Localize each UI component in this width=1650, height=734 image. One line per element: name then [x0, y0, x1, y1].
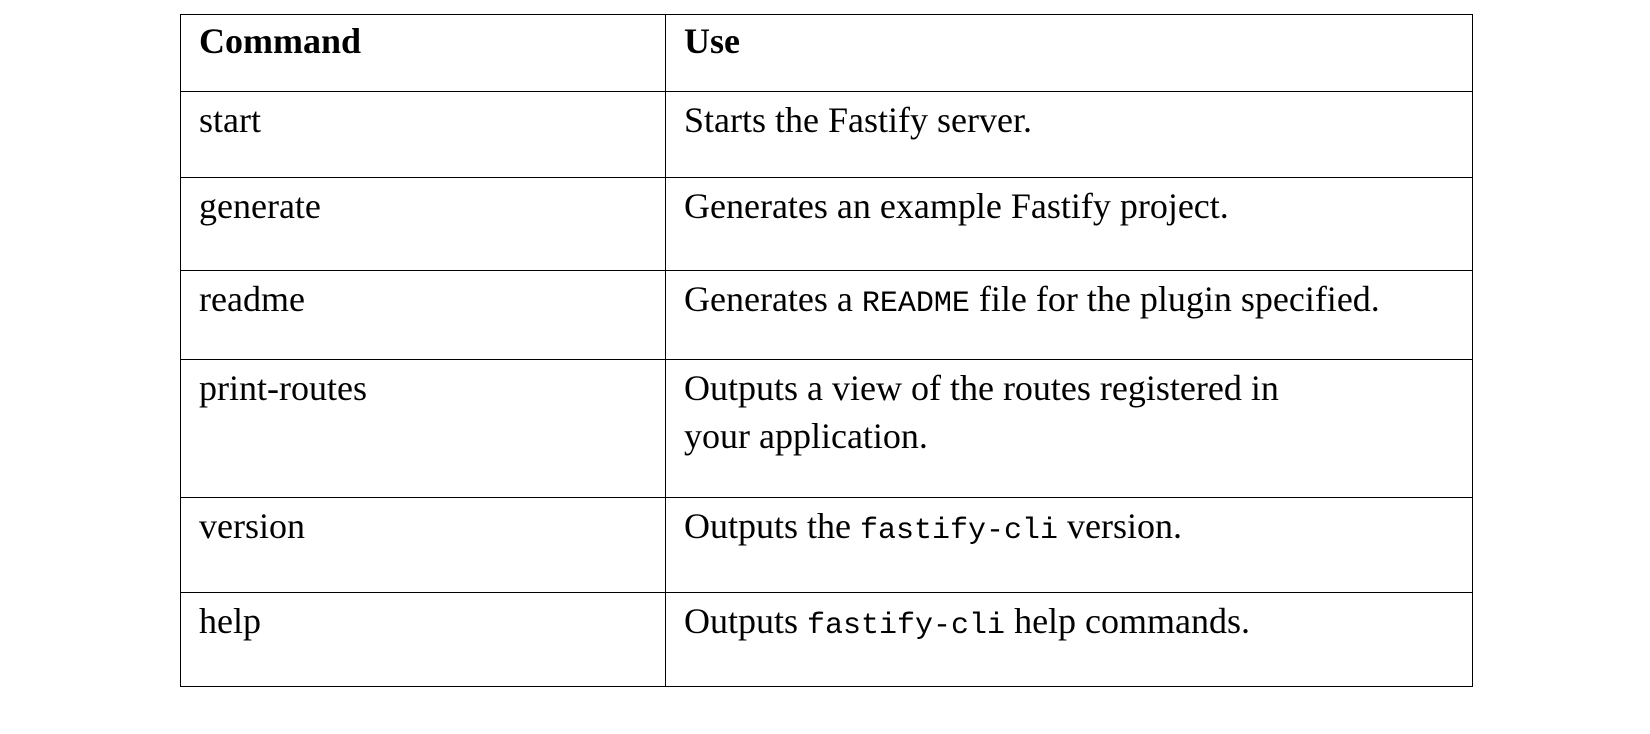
use-cell: Generates an example Fastify project.: [665, 177, 1473, 271]
table-header-row: Command Use: [180, 14, 1473, 92]
use-cell: Outputs fastify-cli help commands.: [665, 592, 1473, 687]
use-code: README: [861, 287, 970, 321]
use-text: file for the plugin specified.: [969, 279, 1380, 319]
use-cell: Generates a README file for the plugin s…: [665, 270, 1473, 360]
use-code: fastify-cli: [807, 609, 1006, 643]
header-command: Command: [180, 14, 666, 92]
use-text: Outputs the: [684, 506, 860, 546]
command-cell: generate: [180, 177, 666, 271]
header-use: Use: [665, 14, 1473, 92]
commands-table: Command Use start Starts the Fastify ser…: [180, 14, 1473, 687]
use-text: version.: [1058, 506, 1183, 546]
use-cell: Outputs a view of the routes registered …: [665, 359, 1473, 498]
command-cell: print-routes: [180, 359, 666, 498]
use-text: Starts the Fastify server.: [684, 100, 1032, 140]
use-text: Outputs: [684, 601, 808, 641]
use-cell: Outputs the fastify-cli version.: [665, 497, 1473, 593]
table-row: version Outputs the fastify-cli version.: [180, 497, 1473, 593]
table-row: help Outputs fastify-cli help commands.: [180, 592, 1473, 687]
use-text: Outputs a view of the routes registered …: [684, 368, 1279, 456]
use-text: Generates an example Fastify project.: [684, 186, 1229, 226]
use-cell: Starts the Fastify server.: [665, 91, 1473, 178]
use-code: fastify-cli: [860, 514, 1059, 548]
table-row: generate Generates an example Fastify pr…: [180, 177, 1473, 271]
table-row: readme Generates a README file for the p…: [180, 270, 1473, 360]
command-cell: readme: [180, 270, 666, 360]
command-cell: version: [180, 497, 666, 593]
use-text: Generates a: [684, 279, 862, 319]
command-cell: help: [180, 592, 666, 687]
table-row: start Starts the Fastify server.: [180, 91, 1473, 178]
command-cell: start: [180, 91, 666, 178]
table-row: print-routes Outputs a view of the route…: [180, 359, 1473, 498]
use-text: help commands.: [1005, 601, 1251, 641]
